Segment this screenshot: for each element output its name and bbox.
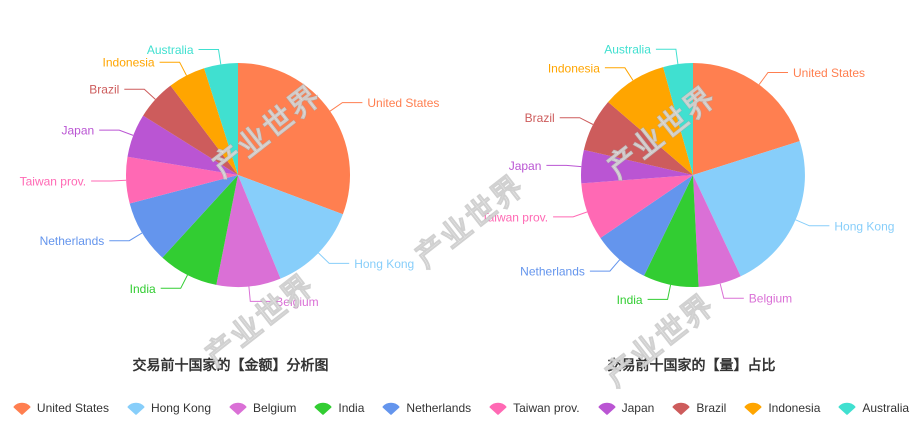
legend-item-label: Hong Kong xyxy=(150,401,212,415)
pie-slice-united-states[interactable] xyxy=(238,63,351,215)
pie-label-united-states: United States xyxy=(367,96,439,110)
pie-slice-japan[interactable] xyxy=(127,115,239,175)
legend-item-label: Japan xyxy=(621,401,655,415)
legend-item-label: Netherlands xyxy=(406,401,472,415)
pie-legend-icon xyxy=(489,402,507,415)
legend-item-united-states[interactable]: United States xyxy=(13,401,109,415)
label-line-indonesia xyxy=(604,67,634,81)
legend-item-label: Brazil xyxy=(696,401,727,415)
legend-item-hong-kong[interactable]: Hong Kong xyxy=(127,401,211,415)
label-line-australia xyxy=(198,49,222,65)
label-line-taiwan-prov xyxy=(553,211,588,218)
legend-item-taiwan-prov[interactable]: Taiwan prov. xyxy=(489,401,580,415)
pie-label-japan: Japan xyxy=(509,159,542,173)
pie-slice-india[interactable] xyxy=(162,175,238,285)
pie-label-brazil: Brazil xyxy=(525,111,555,125)
pie-legend-icon xyxy=(672,402,690,415)
legend-item-belgium[interactable]: Belgium xyxy=(229,401,296,415)
legend-item-netherlands[interactable]: Netherlands xyxy=(382,401,471,415)
legend-item-label: United States xyxy=(36,401,109,415)
amount-pie-svg: United States Hong Kong Belgium India Nether… xyxy=(20,43,440,309)
pie-slice-belgium[interactable] xyxy=(693,175,741,287)
pie-slice-netherlands[interactable] xyxy=(600,175,693,276)
pie-legend-icon xyxy=(744,402,762,415)
pie-slice-indonesia[interactable] xyxy=(170,68,239,175)
pie-label-belgium: Belgium xyxy=(749,292,792,306)
legend-item-label: Australia xyxy=(862,401,910,415)
pie-label-netherlands: Netherlands xyxy=(40,234,105,248)
legend-item-label: India xyxy=(338,401,365,415)
pie-slice-australia[interactable] xyxy=(663,63,693,175)
pie-label-hong-kong: Hong Kong xyxy=(354,257,414,271)
label-line-belgium xyxy=(719,283,744,299)
pie-legend-icon xyxy=(314,402,332,415)
pie-legend-icon xyxy=(13,402,31,415)
pie-label-brazil: Brazil xyxy=(89,83,119,97)
label-line-united-states xyxy=(329,102,363,112)
label-line-netherlands xyxy=(109,232,143,242)
label-line-japan xyxy=(546,164,582,168)
pie-slice-taiwan-prov[interactable] xyxy=(581,175,693,238)
pie-legend-icon xyxy=(838,402,856,415)
label-line-brazil xyxy=(559,117,594,125)
pie-slice-brazil[interactable] xyxy=(143,85,238,175)
legend-item-label: Indonesia xyxy=(768,401,821,415)
pie-label-australia: Australia xyxy=(147,43,194,57)
charts-row: United States Hong Kong Belgium India Nether… xyxy=(0,0,922,374)
label-line-indonesia xyxy=(159,61,187,76)
amount-pie-chart: United States Hong Kong Belgium India Nether… xyxy=(0,0,461,374)
pie-label-australia: Australia xyxy=(604,43,651,57)
pie-legend-icon xyxy=(382,402,400,415)
volume-chart-title: 交易前十国家的【量】占比 xyxy=(607,357,776,373)
label-line-japan xyxy=(99,129,134,136)
pie-slice-belgium[interactable] xyxy=(216,175,281,288)
pie-slice-brazil[interactable] xyxy=(583,102,693,175)
legend-item-indonesia[interactable]: Indonesia xyxy=(744,401,820,415)
legend-item-label: Belgium xyxy=(253,401,297,415)
label-line-india xyxy=(160,274,188,289)
pie-slice-japan[interactable] xyxy=(581,149,693,184)
label-line-netherlands xyxy=(589,259,621,272)
pie-legend-icon xyxy=(598,402,616,415)
pie-label-japan: Japan xyxy=(61,124,94,138)
pie-label-netherlands: Netherlands xyxy=(520,265,585,279)
legend-item-label: Taiwan prov. xyxy=(513,401,580,415)
pie-label-taiwan-prov: Taiwan prov. xyxy=(20,175,86,189)
pie-slice-india[interactable] xyxy=(644,175,699,288)
label-line-brazil xyxy=(124,88,156,100)
amount-chart-title: 交易前十国家的【金额】分析图 xyxy=(132,357,329,373)
legend-item-india[interactable]: India xyxy=(314,401,364,415)
volume-pie-svg: United States Hong Kong Belgium India Nether… xyxy=(482,43,895,307)
pie-legend-icon xyxy=(127,402,145,415)
pie-slice-hong-kong[interactable] xyxy=(693,141,805,277)
legend: United States Hong Kong Belgium India Nether… xyxy=(0,401,922,415)
pie-label-belgium: Belgium xyxy=(275,295,318,309)
pie-label-indonesia: Indonesia xyxy=(548,61,600,75)
label-line-australia xyxy=(655,48,679,65)
label-line-india xyxy=(647,284,672,300)
pie-label-indonesia: Indonesia xyxy=(103,56,155,70)
pie-slice-taiwan-prov[interactable] xyxy=(126,156,238,204)
pie-label-india: India xyxy=(130,282,156,296)
pie-slice-australia[interactable] xyxy=(204,63,238,175)
label-line-taiwan-prov xyxy=(91,179,127,182)
pie-slice-netherlands[interactable] xyxy=(129,175,238,258)
pie-slice-indonesia[interactable] xyxy=(608,67,693,175)
pie-label-united-states: United States xyxy=(793,66,865,80)
legend-item-japan[interactable]: Japan xyxy=(598,401,655,415)
label-line-hong-kong xyxy=(318,252,350,264)
pie-label-india: India xyxy=(617,293,643,307)
pie-label-taiwan-prov: Taiwan prov. xyxy=(482,210,548,224)
pie-label-hong-kong: Hong Kong xyxy=(834,219,894,233)
legend-item-brazil[interactable]: Brazil xyxy=(672,401,726,415)
label-line-hong-kong xyxy=(795,219,830,227)
volume-pie-chart: United States Hong Kong Belgium India Nether… xyxy=(461,0,922,374)
legend-item-australia[interactable]: Australia xyxy=(838,401,909,415)
pie-legend-icon xyxy=(229,402,247,415)
label-line-belgium xyxy=(248,286,271,302)
pie-slice-hong-kong[interactable] xyxy=(238,175,343,279)
pie-slice-united-states[interactable] xyxy=(693,63,800,175)
label-line-united-states xyxy=(758,72,788,85)
